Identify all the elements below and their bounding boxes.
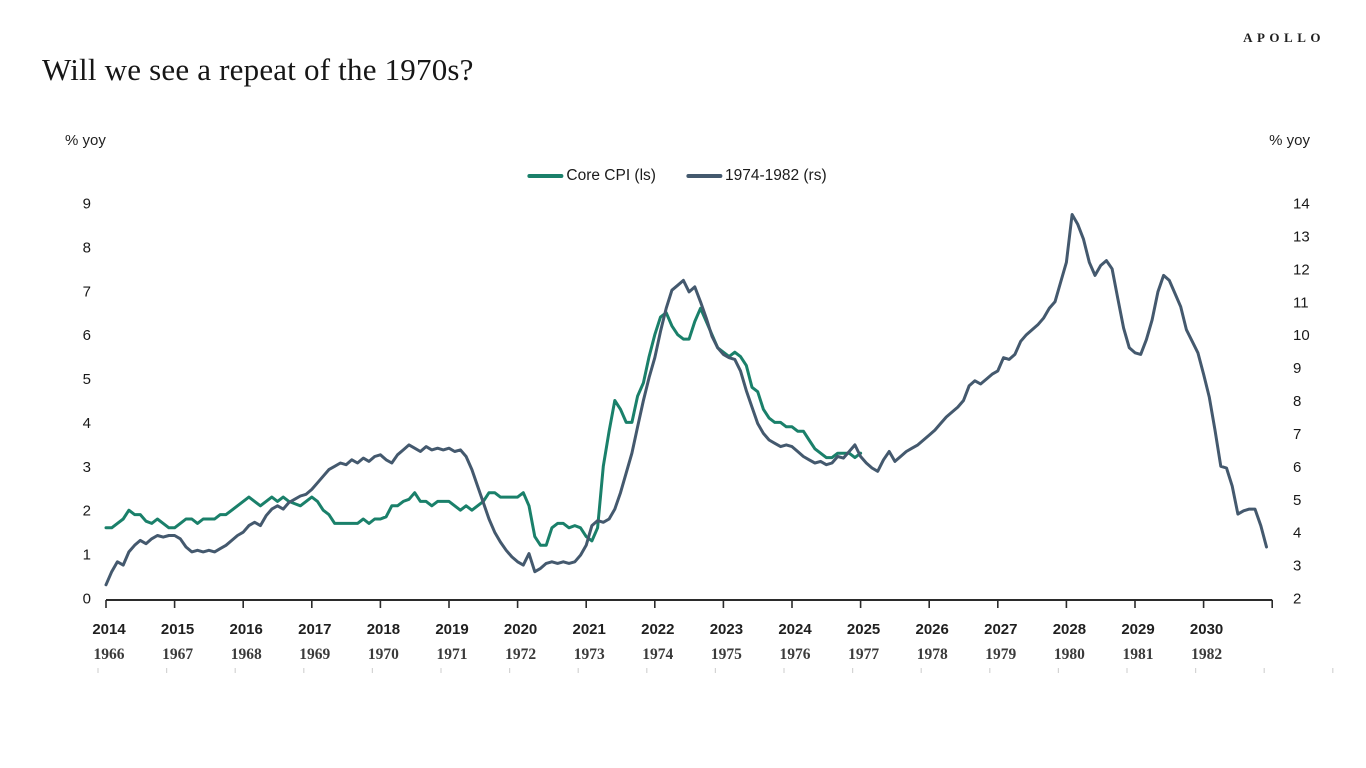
x-axis-year-primary: 2023 [710,621,743,638]
left-axis-tick-label: 9 [83,196,91,213]
x-axis-year-secondary: 1982 [1191,646,1222,663]
x-axis-year-primary: 2017 [298,621,331,638]
right-axis-tick-label: 2 [1293,591,1301,608]
right-axis-tick-label: 12 [1293,261,1310,278]
x-axis-year-primary: 2026 [916,621,949,638]
left-axis-tick-label: 0 [83,591,91,608]
left-axis-tick-label: 3 [83,459,91,476]
left-axis-tick-label: 6 [83,327,91,344]
page-title: Will we see a repeat of the 1970s? [42,52,474,87]
right-axis-unit-label: % yoy [1269,132,1310,149]
x-axis-year-primary: 2014 [92,621,126,638]
x-axis-year-secondary: 1966 [94,646,125,663]
x-axis-year-secondary: 1973 [574,646,605,663]
legend-item-core-cpi: Core CPI (ls) [527,167,656,185]
right-axis-tick-label: 13 [1293,228,1310,245]
apollo-logo: APOLLO [1243,30,1325,45]
left-axis-tick-label: 5 [83,371,91,388]
core-cpi-line [104,306,863,547]
x-axis-year-secondary: 1976 [780,646,811,663]
right-axis-tick-label: 14 [1293,196,1310,213]
x-axis-year-secondary: 1978 [917,646,948,663]
x-axis-year-primary: 2028 [1053,621,1086,638]
x-axis-year-secondary: 1969 [299,646,330,663]
x-axis-year-primary: 2019 [435,621,468,638]
x-axis-year-secondary: 1974 [642,646,673,663]
x-axis-year-secondary: 1980 [1054,646,1085,663]
right-axis-tick-label: 6 [1293,459,1301,476]
x-axis-year-primary: 2022 [641,621,674,638]
x-axis-year-secondary: 1981 [1123,646,1154,663]
legend-label-1974-1982: 1974-1982 (rs) [724,167,827,184]
legend-label-core-cpi: Core CPI (ls) [566,167,656,184]
x-axis-year-primary: 2015 [161,621,194,638]
x-axis-year-primary: 2021 [573,621,606,638]
right-axis-tick-label: 3 [1293,558,1301,575]
right-axis-tick-label: 7 [1293,426,1301,443]
left-axis-tick-label: 2 [83,503,91,520]
x-axis-year-primary: 2018 [367,621,400,638]
legend-item-1974-1982: 1974-1982 (rs) [685,167,827,185]
x-axis-year-secondary: 1972 [505,646,536,663]
right-axis-tick-label: 10 [1293,327,1310,344]
right-axis-tick-label: 8 [1293,393,1301,410]
right-axis-tick-label: 11 [1293,294,1309,311]
x-axis-year-primary: 2016 [230,621,263,638]
left-axis-tick-label: 8 [83,239,91,256]
legend: Core CPI (ls) 1974-1982 (rs) [527,167,827,185]
x-axis-year-secondary: 1975 [711,646,742,663]
x-axis-year-primary: 2020 [504,621,537,638]
right-axis-tick-label: 9 [1293,360,1301,377]
x-axis-year-secondary: 1968 [231,646,262,663]
x-axis-year-secondary: 1977 [848,646,879,663]
core-cpi-line-swatch-icon [527,173,564,179]
x-axis-year-secondary: 1967 [162,646,193,663]
right-axis-tick-label: 5 [1293,492,1301,509]
left-axis-tick-label: 4 [83,415,91,432]
x-axis-year-primary: 2030 [1190,621,1223,638]
x-axis-year-primary: 2024 [778,621,812,638]
overlay-1974-1982-line [104,213,1268,587]
x-axis-year-primary: 2027 [984,621,1017,638]
x-axis-year-secondary: 1971 [437,646,468,663]
left-axis-tick-label: 1 [83,547,91,564]
right-axis-tick-label: 4 [1293,525,1301,542]
x-axis-year-primary: 2029 [1121,621,1154,638]
x-axis-year-secondary: 1979 [985,646,1016,663]
x-axis-year-primary: 2025 [847,621,880,638]
overlay-line-swatch-icon [685,173,722,179]
left-axis-unit-label: % yoy [65,132,106,149]
left-axis-tick-label: 7 [83,283,91,300]
x-axis-year-secondary: 1970 [368,646,399,663]
